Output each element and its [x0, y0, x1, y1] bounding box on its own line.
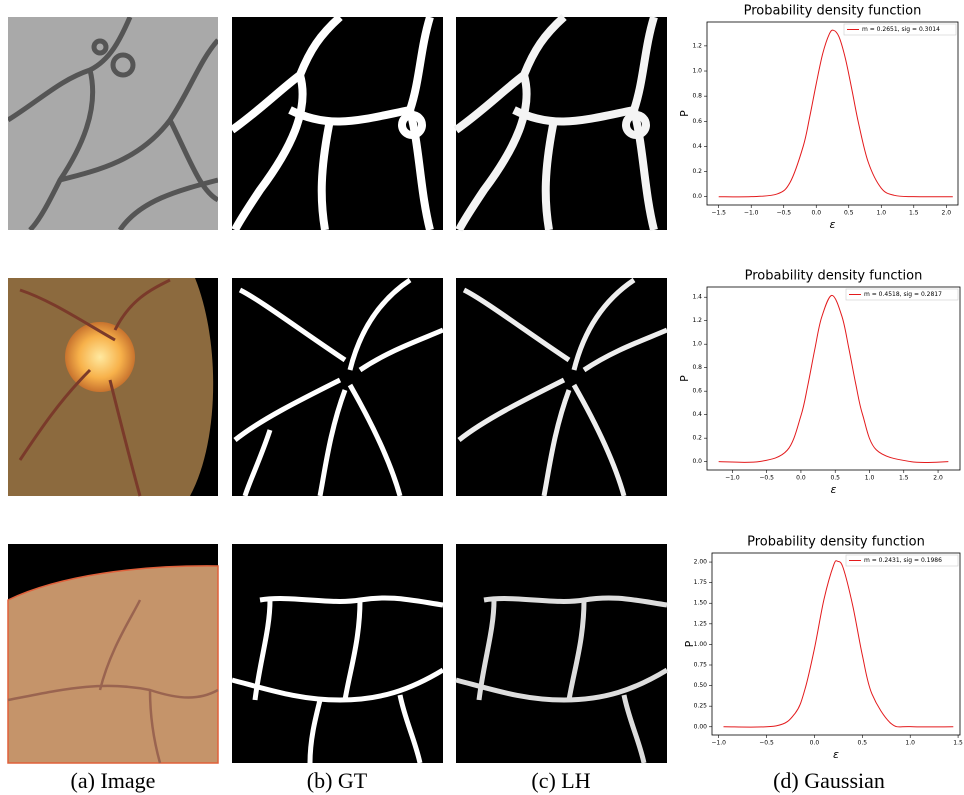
y-tick-label: 1.25: [694, 620, 708, 627]
y-tick-label: 2.00: [694, 559, 708, 566]
x-tick-label: −1.0: [725, 475, 740, 482]
y-tick-label: 0.8: [692, 93, 702, 100]
x-tick-label: 2.0: [933, 475, 943, 482]
y-tick-label: 1.75: [694, 579, 708, 586]
y-axis-label: P: [678, 110, 691, 117]
x-axis-label: ε: [830, 218, 836, 231]
x-tick-label: 1.5: [953, 740, 963, 747]
lh-output: [456, 544, 667, 763]
x-tick-label: 0.5: [844, 210, 854, 217]
plot-frame: [707, 22, 958, 205]
chart-title: Probability density function: [747, 535, 925, 550]
chart-title: Probability density function: [744, 4, 922, 19]
x-axis-label: ε: [831, 483, 837, 496]
fundus-image: [8, 544, 218, 763]
x-tick-label: −0.5: [759, 475, 774, 482]
caption: (d) Gaussian: [773, 768, 885, 793]
y-axis-label: P: [678, 375, 691, 382]
chart: Probability density function −1.5 −1.0 −0.5…: [678, 4, 958, 232]
y-tick-label: 1.2: [692, 42, 702, 49]
x-tick-label: 2.0: [942, 210, 952, 217]
x-tick-label: −0.5: [759, 740, 774, 747]
caption: (a) Image: [71, 768, 156, 793]
y-tick-label: 0.0: [692, 193, 702, 200]
fundus-image: [8, 278, 218, 496]
y-axis-label: P: [683, 640, 696, 647]
figure: (a) Image (b) GT (c) LH (d) Gaussian Pro…: [0, 0, 964, 795]
gt-mask: [232, 17, 443, 230]
x-tick-label: 0.0: [796, 475, 806, 482]
y-tick-label: 0.8: [692, 364, 702, 371]
y-tick-label: 0.0: [692, 458, 702, 465]
y-tick-label: 1.0: [692, 68, 702, 75]
x-tick-label: 0.0: [810, 740, 820, 747]
x-tick-label: 1.0: [865, 475, 875, 482]
x-tick-label: 1.0: [876, 210, 886, 217]
pdf-line: [719, 30, 953, 197]
y-tick-label: 0.25: [694, 703, 708, 710]
lh-output: [456, 278, 667, 496]
x-tick-label: −1.0: [711, 740, 726, 747]
x-tick-label: 0.0: [811, 210, 821, 217]
legend-label: m = 0.4518, sig = 0.2817: [864, 291, 942, 298]
y-tick-label: 0.00: [694, 723, 708, 730]
lh-output: [456, 17, 667, 230]
y-tick-label: 0.75: [694, 662, 708, 669]
pdf-line: [719, 295, 949, 462]
caption: (b) GT: [307, 768, 368, 793]
y-tick-label: 0.2: [692, 435, 702, 442]
x-axis-label: ε: [833, 748, 839, 761]
y-tick-label: 1.0: [692, 341, 702, 348]
gt-mask: [232, 278, 443, 496]
legend-label: m = 0.2651, sig = 0.3014: [862, 26, 940, 33]
x-tick-label: −0.5: [776, 210, 791, 217]
y-tick-label: 0.6: [692, 118, 702, 125]
chart: Probability density function −1.0 −0.5 0.0 0…: [678, 269, 960, 497]
y-tick-label: 1.2: [692, 317, 702, 324]
y-tick-label: 0.4: [692, 411, 702, 418]
x-tick-label: 0.5: [858, 740, 868, 747]
x-tick-label: 0.5: [830, 475, 840, 482]
x-tick-label: −1.0: [744, 210, 759, 217]
legend-label: m = 0.2431, sig = 0.1986: [864, 557, 942, 564]
x-tick-label: −1.5: [711, 210, 726, 217]
y-tick-label: 0.6: [692, 388, 702, 395]
y-tick-label: 1.4: [692, 294, 702, 301]
y-tick-label: 1.50: [694, 600, 708, 607]
x-tick-label: 1.0: [905, 740, 915, 747]
chart-title: Probability density function: [745, 269, 923, 284]
y-tick-label: 0.4: [692, 143, 702, 150]
caption: (c) LH: [531, 768, 590, 793]
gt-mask: [232, 544, 443, 763]
pdf-line: [723, 561, 953, 727]
plot-frame: [712, 553, 960, 735]
y-tick-label: 0.50: [694, 682, 708, 689]
plot-frame: [707, 287, 960, 470]
y-tick-label: 0.2: [692, 168, 702, 175]
x-tick-label: 1.5: [909, 210, 919, 217]
x-tick-label: 1.5: [899, 475, 909, 482]
em-image: [8, 17, 218, 230]
